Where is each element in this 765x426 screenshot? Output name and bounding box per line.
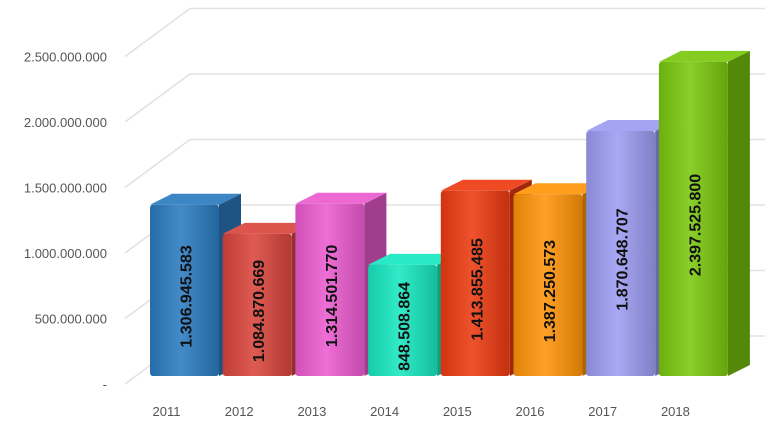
y-axis-tick-labels: - 500.000.000 1.000.000.000 1.500.000.000 2.… — [24, 50, 107, 393]
bar-top-face — [440, 179, 532, 191]
grid-line — [124, 7, 765, 58]
y-tick-label: 2.000.000.000 — [24, 115, 107, 130]
bar-value-label: 1.387.250.573 — [542, 240, 559, 342]
bar-value-label: 2.397.525.800 — [687, 174, 704, 276]
bar-front-face — [368, 264, 438, 376]
x-tick-label: 2018 — [661, 404, 690, 419]
x-tick-label: 2015 — [443, 404, 472, 419]
x-tick-label: 2017 — [588, 404, 617, 419]
bar-value-label: 1.413.855.485 — [469, 238, 486, 340]
bar-2018: 2.397.525.800 — [658, 50, 750, 376]
bar-value-label: 1.306.945.583 — [179, 245, 196, 347]
bar-top-face — [586, 119, 678, 131]
bar-top-face — [658, 50, 750, 62]
bar-side-face — [727, 50, 750, 376]
x-tick-label: 2011 — [153, 404, 181, 419]
bar-front-face — [658, 61, 728, 376]
bars: 1.306.945.583 1.084.870.669 1.314.501.770 8… — [150, 50, 750, 377]
bar-front-face — [150, 204, 219, 376]
bar-front-face — [222, 233, 292, 376]
bar-value-label: 1.870.648.707 — [615, 208, 632, 310]
bar-2013: 1.314.501.770 — [295, 192, 387, 376]
y-tick-label: 1.500.000.000 — [24, 181, 107, 196]
bar-top-face — [222, 222, 314, 234]
bar-front-face — [295, 203, 365, 376]
bar-top-face — [368, 253, 460, 265]
bar-front-face — [440, 190, 510, 376]
x-axis-tick-labels: 2011 2012 2013 2014 2015 2016 2017 2018 — [153, 404, 690, 419]
grid-line — [124, 138, 765, 189]
y-tick-label: - — [103, 377, 107, 392]
x-tick-label: 2014 — [370, 404, 399, 419]
x-tick-label: 2012 — [225, 404, 254, 419]
x-tick-label: 2013 — [297, 404, 326, 419]
bar-top-face — [295, 192, 387, 204]
bar-front-face — [586, 130, 656, 376]
y-tick-label: 500.000.000 — [35, 312, 107, 327]
bar-top-face — [150, 193, 241, 205]
x-tick-label: 2016 — [516, 404, 545, 419]
y-tick-label: 1.000.000.000 — [24, 246, 107, 261]
y-tick-label: 2.500.000.000 — [24, 50, 107, 65]
bar-value-label: 1.084.870.669 — [251, 260, 268, 362]
grid-line — [124, 73, 765, 123]
bar-front-face — [513, 194, 583, 376]
bar-top-face — [513, 183, 605, 195]
bar-value-label: 848.508.864 — [397, 282, 414, 371]
bar-value-label: 1.314.501.770 — [324, 245, 341, 347]
